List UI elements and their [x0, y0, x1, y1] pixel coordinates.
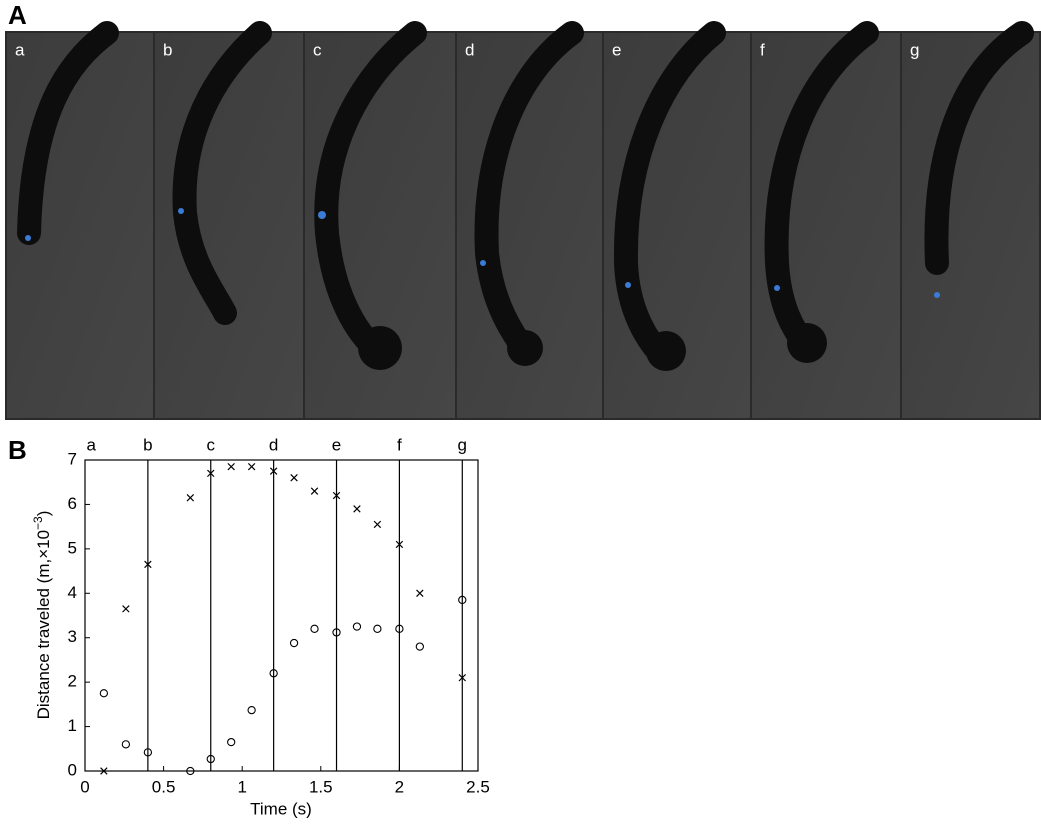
frames: a b c d e f g — [7, 33, 1039, 418]
x-tick-label: 2 — [395, 777, 404, 796]
frame: f — [752, 33, 900, 418]
frame: e — [604, 33, 750, 418]
cross-marker — [291, 474, 298, 481]
frame-label: f — [760, 40, 765, 59]
y-tick-label: 7 — [68, 449, 77, 468]
frame-marker-label: g — [458, 435, 467, 454]
tracked-point — [625, 282, 631, 288]
chart: Distance traveled (m,×10−3) Time (s) 0 1 2… — [31, 435, 490, 818]
frame-marker-label: e — [332, 435, 341, 454]
y-tick-label: 1 — [68, 716, 77, 735]
specimen-tip — [646, 331, 686, 371]
y-tick-label: 3 — [68, 627, 77, 646]
circle-marker — [228, 739, 235, 746]
y-tick-label: 6 — [68, 494, 77, 513]
tracked-point — [934, 292, 940, 298]
tracked-point — [480, 260, 486, 266]
cross-marker — [374, 521, 381, 528]
specimen-tip — [507, 330, 543, 366]
circle-marker — [100, 690, 107, 697]
frame-label: b — [163, 40, 172, 59]
cross-marker — [417, 590, 424, 597]
x-tick-label: 0 — [80, 777, 89, 796]
plot-frame — [85, 460, 478, 771]
frame: c — [305, 33, 455, 418]
frame-label: c — [313, 40, 322, 59]
cross-marker — [187, 494, 194, 501]
y-tick-label: 2 — [68, 672, 77, 691]
circle-marker — [248, 707, 255, 714]
frame-label: d — [465, 40, 474, 59]
cross-marker — [123, 606, 130, 613]
cross-marker — [248, 463, 255, 470]
frame-marker-label: a — [87, 435, 97, 454]
panel-label: A — [8, 0, 27, 30]
x-tick-label: 2.5 — [466, 777, 490, 796]
x-axis-label: Time (s) — [250, 799, 312, 818]
frame: g — [902, 33, 1039, 418]
y-axis-label: Distance traveled (m,×10−3) — [31, 511, 53, 720]
cross-marker — [228, 463, 235, 470]
frame-label: g — [910, 40, 919, 59]
circle-marker — [374, 625, 381, 632]
frame: a — [7, 33, 153, 418]
specimen-tip — [358, 326, 402, 370]
frame-marker-label: c — [207, 435, 216, 454]
y-axis-label-end: ) — [34, 511, 53, 517]
panel-label: B — [8, 435, 27, 465]
cross-marker — [311, 488, 318, 495]
y-tick-label: 5 — [68, 538, 77, 557]
frame-label: a — [15, 40, 25, 59]
tracked-point — [318, 211, 326, 219]
x-tick-label: 0.5 — [152, 777, 176, 796]
x-tick-label: 1 — [237, 777, 246, 796]
circle-marker — [122, 741, 129, 748]
tracked-point — [25, 235, 31, 241]
y-axis-label-sup: −3 — [31, 516, 45, 530]
circle-marker — [416, 643, 423, 650]
frame: d — [457, 33, 602, 418]
y-tick-label: 0 — [68, 760, 77, 779]
frame-label: e — [612, 40, 621, 59]
y-axis-label-text: Distance traveled (m,×10 — [34, 530, 53, 719]
specimen-tip — [787, 323, 827, 363]
tracked-point — [774, 285, 780, 291]
tracked-point — [178, 208, 184, 214]
cross-marker — [354, 506, 361, 513]
circle-marker — [311, 625, 318, 632]
frame-marker-label: b — [143, 435, 152, 454]
y-tick-label: 4 — [68, 583, 77, 602]
frame: b — [155, 33, 303, 418]
circle-marker — [353, 623, 360, 630]
frame-marker-label: d — [269, 435, 278, 454]
frame-marker-label: f — [397, 435, 402, 454]
x-tick-label: 1.5 — [309, 777, 333, 796]
circle-marker — [290, 639, 297, 646]
figure: A B a b c d e f g Distance traveled (m,×10−3) … — [0, 0, 1041, 828]
